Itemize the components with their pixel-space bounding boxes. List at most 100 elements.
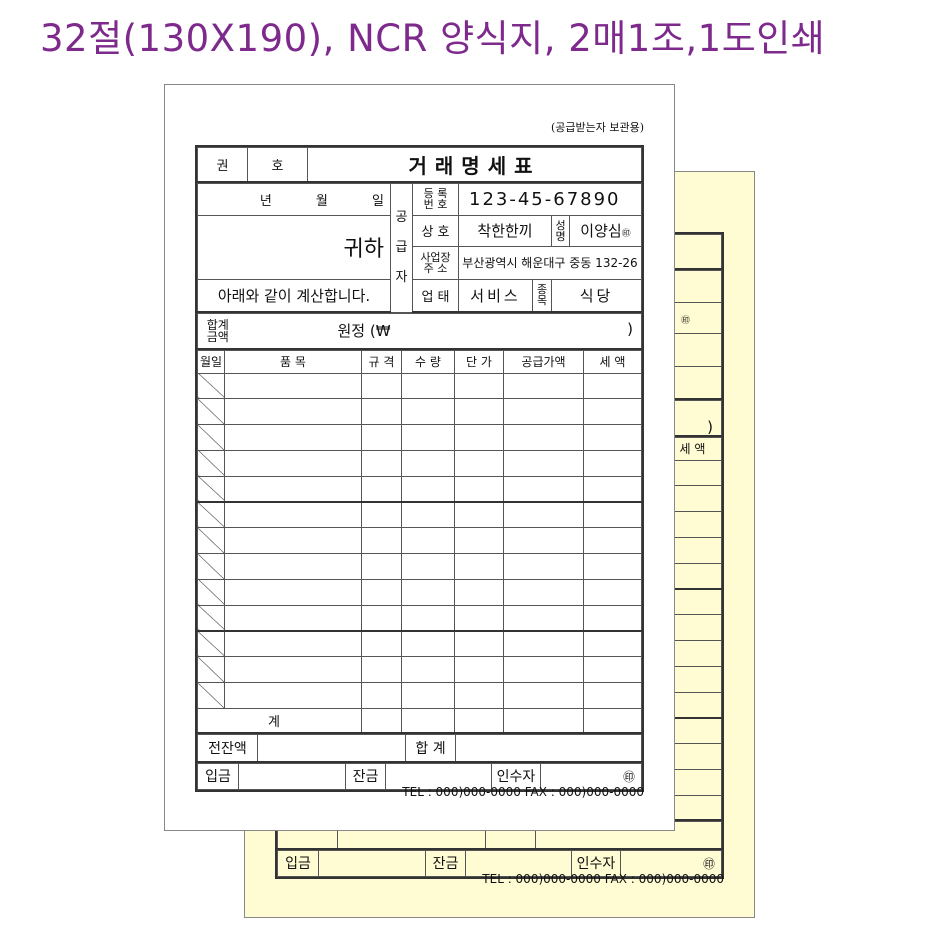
item-cell[interactable] xyxy=(583,424,642,451)
item-cell[interactable] xyxy=(361,475,402,503)
date-cell[interactable] xyxy=(197,372,225,400)
item-cell[interactable] xyxy=(583,449,642,477)
item-cell[interactable] xyxy=(401,372,455,400)
item-cell[interactable] xyxy=(503,372,584,400)
date-cell[interactable] xyxy=(197,501,225,529)
item-cell[interactable] xyxy=(224,553,362,580)
item-cell[interactable] xyxy=(224,527,362,555)
item-cell[interactable] xyxy=(401,449,455,477)
item-cell[interactable] xyxy=(401,656,455,684)
item-cell[interactable] xyxy=(361,553,402,580)
item-cell[interactable] xyxy=(401,424,455,451)
item-cell[interactable] xyxy=(361,682,402,709)
item-cell[interactable] xyxy=(401,578,455,606)
item-cell[interactable] xyxy=(583,398,642,426)
item-cell[interactable] xyxy=(361,578,402,606)
date-cell[interactable] xyxy=(197,424,225,451)
item-cell[interactable] xyxy=(503,630,584,658)
item-cell[interactable] xyxy=(454,398,504,426)
item-cell[interactable] xyxy=(361,604,402,632)
item-cell[interactable] xyxy=(583,501,642,529)
date-cell[interactable] xyxy=(197,553,225,580)
item-cell[interactable] xyxy=(454,372,504,400)
item-cell[interactable] xyxy=(454,527,504,555)
item-cell[interactable] xyxy=(224,449,362,477)
item-cell[interactable] xyxy=(401,475,455,503)
item-cell[interactable] xyxy=(361,527,402,555)
item-cell[interactable] xyxy=(454,604,504,632)
item-cell[interactable] xyxy=(224,682,362,709)
balance-field[interactable] xyxy=(385,762,492,790)
prev-balance-field[interactable] xyxy=(257,734,406,763)
item-cell[interactable] xyxy=(454,553,504,580)
item-cell[interactable] xyxy=(503,424,584,451)
item-cell[interactable] xyxy=(361,630,402,658)
item-cell[interactable] xyxy=(361,398,402,426)
item-cell[interactable] xyxy=(224,656,362,684)
item-cell[interactable] xyxy=(503,578,584,606)
item-cell[interactable] xyxy=(454,630,504,658)
item-cell[interactable] xyxy=(454,501,504,529)
item-cell[interactable] xyxy=(503,475,584,503)
item-cell[interactable] xyxy=(361,656,402,684)
receiver-signature-field[interactable]: ㊞ xyxy=(540,762,642,790)
item-cell[interactable] xyxy=(454,475,504,503)
item-cell[interactable] xyxy=(583,682,642,709)
item-cell[interactable] xyxy=(583,475,642,503)
item-cell[interactable] xyxy=(401,527,455,555)
item-cell[interactable] xyxy=(401,501,455,529)
item-cell[interactable] xyxy=(361,372,402,400)
item-cell[interactable] xyxy=(454,449,504,477)
item-cell[interactable] xyxy=(401,682,455,709)
item-cell[interactable] xyxy=(503,553,584,580)
date-field[interactable]: 년 월 일 xyxy=(197,182,391,216)
item-cell[interactable] xyxy=(583,578,642,606)
item-cell[interactable] xyxy=(361,424,402,451)
item-cell[interactable] xyxy=(401,630,455,658)
item-cell[interactable] xyxy=(224,398,362,426)
item-cell[interactable] xyxy=(361,449,402,477)
date-cell[interactable] xyxy=(197,578,225,606)
item-cell[interactable] xyxy=(224,372,362,400)
item-cell[interactable] xyxy=(224,475,362,503)
item-cell[interactable] xyxy=(503,501,584,529)
item-cell[interactable] xyxy=(454,656,504,684)
item-cell[interactable] xyxy=(401,553,455,580)
item-cell[interactable] xyxy=(583,527,642,555)
date-cell[interactable] xyxy=(197,398,225,426)
balance-field[interactable] xyxy=(465,849,572,877)
item-cell[interactable] xyxy=(583,656,642,684)
date-cell[interactable] xyxy=(197,449,225,477)
item-cell[interactable] xyxy=(224,604,362,632)
item-cell[interactable] xyxy=(503,527,584,555)
deposit-field[interactable] xyxy=(318,849,426,877)
item-cell[interactable] xyxy=(361,501,402,529)
item-cell[interactable] xyxy=(503,604,584,632)
date-cell[interactable] xyxy=(197,630,225,658)
date-cell[interactable] xyxy=(197,527,225,555)
item-cell[interactable] xyxy=(454,424,504,451)
item-cell[interactable] xyxy=(583,372,642,400)
item-cell[interactable] xyxy=(224,630,362,658)
date-cell[interactable] xyxy=(197,604,225,632)
receiver-signature-field[interactable]: ㊞ xyxy=(620,849,722,877)
item-cell[interactable] xyxy=(503,682,584,709)
date-cell[interactable] xyxy=(197,475,225,503)
recipient-field[interactable]: 귀하 xyxy=(197,214,391,280)
item-cell[interactable] xyxy=(224,501,362,529)
item-cell[interactable] xyxy=(503,656,584,684)
sum-field[interactable] xyxy=(455,734,642,763)
item-cell[interactable] xyxy=(224,578,362,606)
item-cell[interactable] xyxy=(401,604,455,632)
item-cell[interactable] xyxy=(583,553,642,580)
date-cell[interactable] xyxy=(197,682,225,709)
item-cell[interactable] xyxy=(583,604,642,632)
item-cell[interactable] xyxy=(454,578,504,606)
item-cell[interactable] xyxy=(503,449,584,477)
date-cell[interactable] xyxy=(197,656,225,684)
item-cell[interactable] xyxy=(401,398,455,426)
item-cell[interactable] xyxy=(224,424,362,451)
item-cell[interactable] xyxy=(583,630,642,658)
deposit-field[interactable] xyxy=(238,762,346,790)
item-cell[interactable] xyxy=(454,682,504,709)
